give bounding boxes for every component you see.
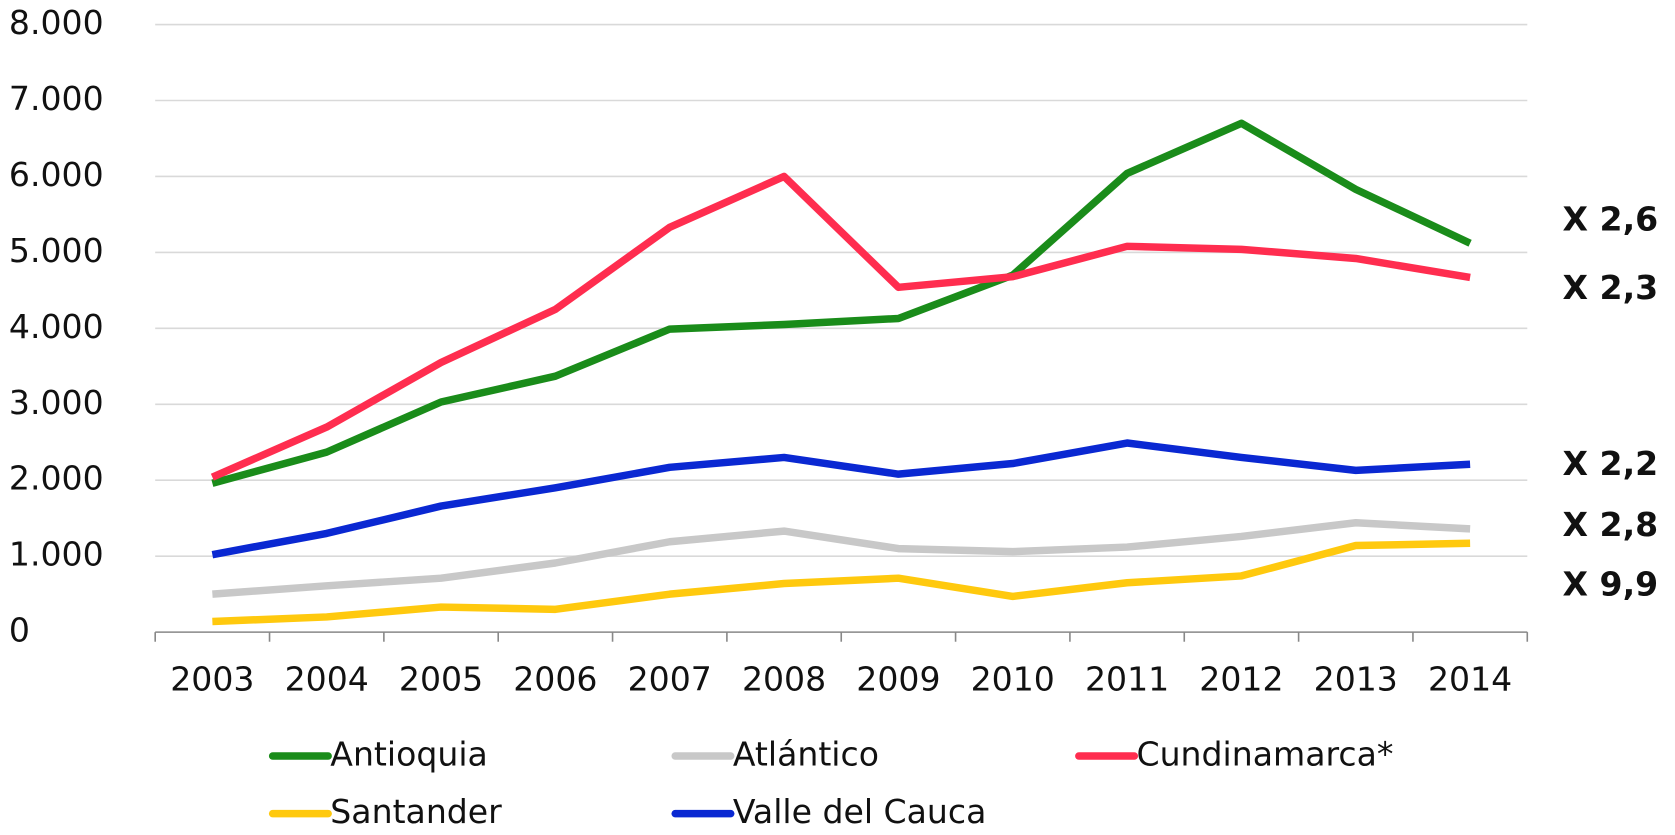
x-tick-label: 2006: [513, 660, 597, 699]
y-tick-label: 3.000: [9, 383, 104, 422]
x-tick-label: 2008: [742, 660, 826, 699]
y-tick-label: 8.000: [9, 3, 104, 42]
x-tick-label: 2012: [1199, 660, 1283, 699]
y-tick-label: 7.000: [9, 79, 104, 118]
legend-label: Valle del Cauca: [733, 792, 987, 831]
series-line: [211, 119, 1472, 487]
y-tick-label: 2.000: [9, 459, 104, 498]
series-line: [212, 519, 1471, 598]
x-tick-label: 2003: [170, 660, 254, 699]
legend-label: Santander: [330, 792, 502, 831]
annotation: X 2,2: [1563, 444, 1659, 483]
series-line: [212, 539, 1471, 626]
y-tick-label: 4.000: [9, 307, 104, 346]
y-tick-label: 5.000: [9, 231, 104, 270]
x-tick-label: 2007: [628, 660, 712, 699]
x-tick-label: 2004: [285, 660, 369, 699]
annotation: X 2,8: [1563, 505, 1659, 544]
legend-label: Antioquia: [330, 734, 488, 773]
x-tick-label: 2014: [1428, 660, 1512, 699]
y-tick-label: 0: [9, 611, 30, 650]
y-tick-label: 6.000: [9, 155, 104, 194]
series-line: [210, 172, 1471, 481]
annotation: X 2,6: [1563, 200, 1659, 239]
annotation: X 2,3: [1563, 268, 1659, 307]
x-tick-label: 2005: [399, 660, 483, 699]
legend-label: Cundinamarca*: [1136, 734, 1393, 773]
x-tick-label: 2011: [1085, 660, 1169, 699]
annotation: X 9,9: [1563, 565, 1659, 604]
legend-label: Atlántico: [733, 734, 879, 773]
y-tick-label: 1.000: [9, 535, 104, 574]
series-line: [211, 439, 1471, 559]
x-tick-label: 2010: [971, 660, 1055, 699]
x-tick-label: 2013: [1314, 660, 1398, 699]
x-tick-label: 2009: [856, 660, 940, 699]
